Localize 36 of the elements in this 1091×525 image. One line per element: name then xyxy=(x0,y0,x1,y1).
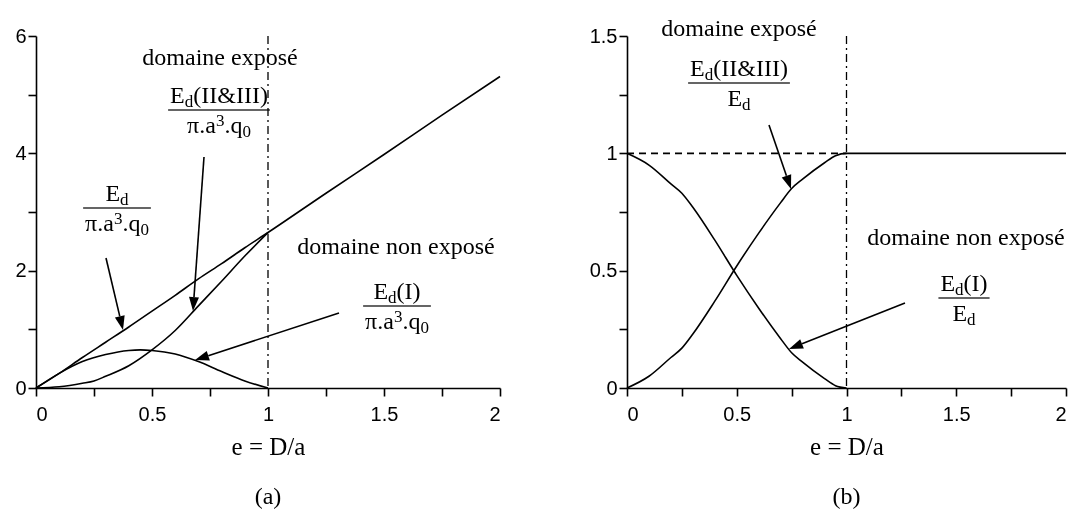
y-tick-label: 2 xyxy=(15,259,27,282)
x-tick-label: 1 xyxy=(262,402,275,425)
annotation: E$_{d}$ xyxy=(727,85,752,115)
x-tick-label: 1.5 xyxy=(370,402,399,425)
annotation: π.a$^{3}$.q$_{0}$ xyxy=(365,307,429,338)
annotation: E$_{d}$(II&III) xyxy=(170,82,268,112)
x-tick-label: 0 xyxy=(36,402,48,425)
x-tick-label: 0.5 xyxy=(723,402,752,425)
annotation: E$_{d}$(I) xyxy=(940,270,988,300)
text: (a) xyxy=(254,483,282,509)
annotation: domaine non exposé xyxy=(297,233,495,259)
x-tick-label: 0.5 xyxy=(138,402,167,425)
annotation: π.a$^{3}$.q$_{0}$ xyxy=(187,111,251,142)
annotation: E$_{d}$(II&III) xyxy=(690,55,788,85)
text: (b) xyxy=(832,483,861,509)
x-tick-label: 2 xyxy=(1055,402,1067,425)
x-tick-label: 0 xyxy=(627,402,639,425)
x-axis-title: e = D/a xyxy=(810,432,884,460)
annotation: E$_{d}$ xyxy=(952,300,977,330)
x-axis-title: e = D/a xyxy=(231,432,306,460)
y-tick-label: 1.5 xyxy=(589,24,618,47)
y-tick-label: 1 xyxy=(606,141,618,164)
annotation: E$_{d}$(I) xyxy=(373,278,421,308)
annotation: domaine non exposé xyxy=(867,224,1065,250)
x-tick-label: 2 xyxy=(489,402,501,425)
annotation: E$_{d}$ xyxy=(105,180,130,210)
y-tick-label: 0.5 xyxy=(589,259,618,282)
y-tick-label: 4 xyxy=(15,141,27,164)
annotation: domaine exposé xyxy=(142,44,298,70)
x-tick-label: 1 xyxy=(841,402,853,425)
y-tick-label: 0 xyxy=(606,376,618,399)
annotation: π.a$^{3}$.q$_{0}$ xyxy=(85,209,149,240)
x-tick-label: 1.5 xyxy=(942,402,971,425)
annotation: domaine exposé xyxy=(661,15,817,41)
y-tick-label: 6 xyxy=(15,24,27,47)
y-tick-label: 0 xyxy=(15,376,27,399)
